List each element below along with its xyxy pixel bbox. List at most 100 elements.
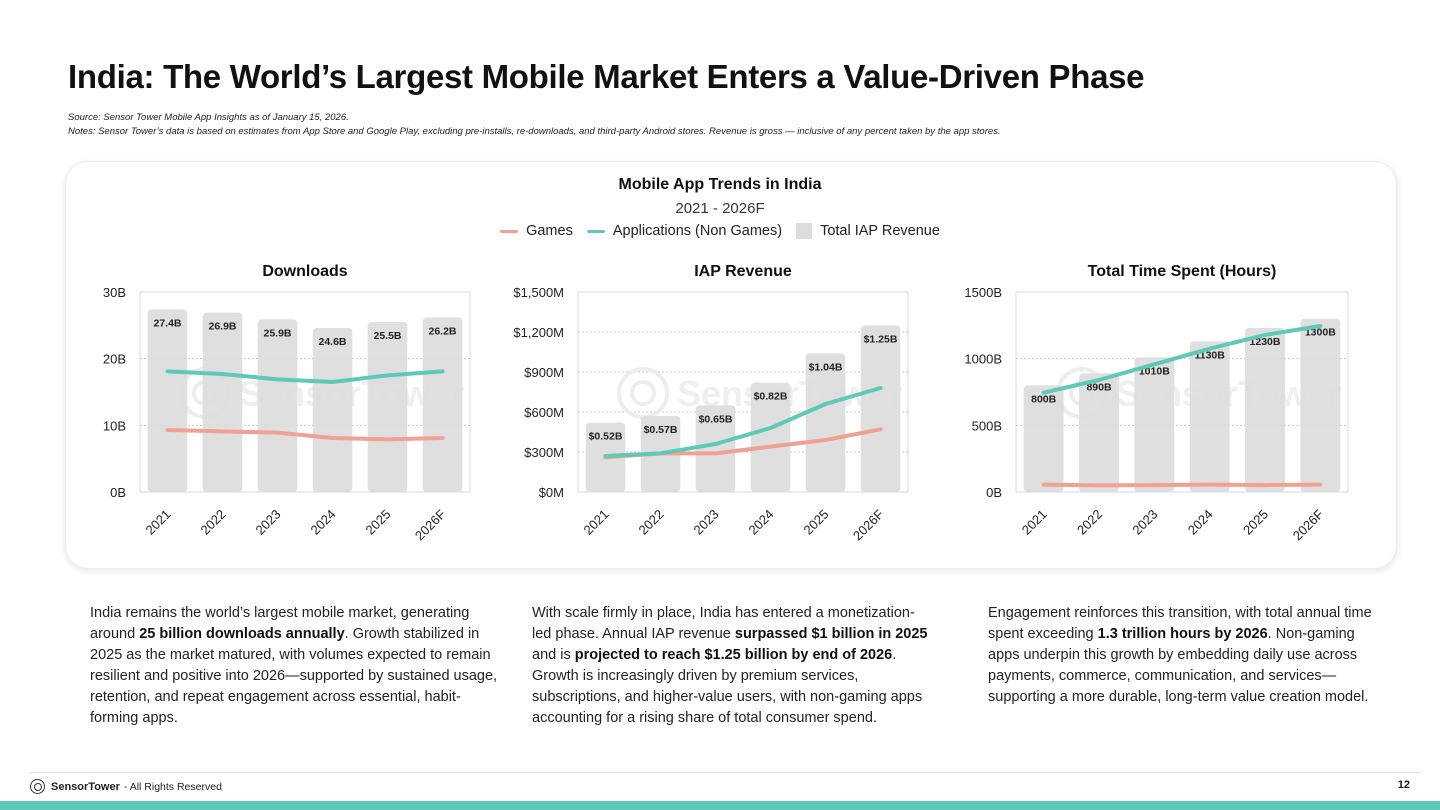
bar-value-label: $0.57B (644, 424, 678, 436)
emphasis-text: projected to reach $1.25 billion by end … (574, 647, 893, 663)
x-tick-label: 2026F (850, 506, 887, 543)
x-tick-label: 2022 (1074, 507, 1105, 538)
x-tick-label: 2021 (143, 507, 174, 538)
applications-series-line (165, 369, 445, 384)
x-tick-label: 2023 (691, 507, 722, 538)
legend-label-games: Games (526, 223, 573, 239)
footer: SensorTower - All Rights Reserved (30, 779, 222, 794)
legend-item-total: Total IAP Revenue (796, 223, 940, 239)
bar-value-label: $0.82B (754, 391, 788, 403)
bar-value-label: 26.9B (208, 321, 236, 333)
bar (1245, 328, 1285, 492)
x-tick-label: 2021 (1019, 507, 1050, 538)
y-tick-label: 10B (103, 418, 126, 433)
source-note: Source: Sensor Tower Mobile App Insights… (68, 112, 349, 123)
y-tick-label: $900M (524, 365, 564, 380)
body-text: and is (532, 647, 575, 663)
bar (1023, 385, 1064, 492)
x-tick-label: 2022 (636, 507, 667, 538)
games-series-line (165, 428, 445, 442)
bar-value-label: 25.5B (373, 330, 401, 342)
bar (750, 382, 791, 492)
bar (422, 317, 463, 492)
figure-subtitle: 2021 - 2026F (675, 200, 765, 217)
y-tick-label: 1500B (964, 285, 1002, 300)
bar-value-label: 800B (1031, 393, 1057, 405)
panel-title: Downloads (262, 263, 347, 280)
y-tick-label: 1000B (964, 352, 1002, 367)
footer-divider (30, 772, 1420, 773)
bar-value-label: 26.2B (428, 325, 456, 337)
y-tick-label: 30B (103, 285, 126, 300)
legend-label-total: Total IAP Revenue (820, 223, 940, 239)
methodology-note: Notes: Sensor Tower’s data is based on e… (68, 126, 1001, 137)
bar (257, 319, 298, 492)
paragraph-time-spent: Engagement reinforces this transition, w… (988, 603, 1388, 708)
games-series-line (1041, 482, 1323, 488)
emphasis-text: surpassed $1 billion in 2025 (734, 626, 928, 642)
y-tick-label: 500B (972, 418, 1002, 433)
bar-value-label: 1230B (1250, 336, 1281, 348)
body-text: . Growth is increasingly driven by premi… (532, 647, 923, 726)
y-tick-label: 20B (103, 352, 126, 367)
body-text: With scale firmly in place, India has en… (532, 605, 915, 642)
panel-title: IAP Revenue (694, 263, 792, 280)
y-tick-label: 0B (110, 485, 126, 500)
bar-value-label: 1300B (1305, 327, 1336, 339)
y-tick-label: $1,500M (513, 285, 564, 300)
legend-label-applications: Applications (Non Games) (612, 223, 783, 239)
emphasis-text: 25 billion downloads annually (139, 626, 345, 642)
page-title: India: The World’s Largest Mobile Market… (68, 58, 1145, 95)
x-tick-label: 2024 (746, 507, 777, 538)
bottom-accent-bar (0, 801, 1440, 810)
paragraph-revenue: With scale firmly in place, India has en… (532, 603, 932, 729)
x-tick-label: 2025 (801, 507, 832, 538)
bar-value-label: 24.6B (318, 336, 346, 348)
x-tick-label: 2023 (253, 507, 284, 538)
y-tick-label: $600M (524, 405, 564, 420)
body-text: . Growth stabilized in 2025 as the marke… (90, 626, 498, 726)
legend-line-applications (586, 229, 605, 233)
bar (695, 405, 736, 492)
watermark-logo-icon (630, 380, 656, 406)
legend-swatch-total (796, 223, 813, 239)
x-tick-label: 2026F (1290, 506, 1327, 543)
y-tick-label: $1,200M (513, 325, 564, 340)
emphasis-text: 1.3 trillion hours by 2026 (1097, 626, 1268, 642)
legend-line-games (500, 229, 519, 233)
bar-value-label: $1.04B (809, 361, 843, 373)
bar (1134, 357, 1175, 492)
bar-value-label: $0.52B (589, 431, 623, 443)
bar (147, 309, 188, 492)
body-text: India remains the world’s largest mobile… (90, 605, 470, 642)
plot-frame (577, 291, 909, 493)
applications-series-line (603, 386, 883, 458)
y-tick-label: $0M (539, 485, 564, 500)
y-tick-label: $300M (524, 445, 564, 460)
legend-item-applications: Applications (Non Games) (586, 223, 783, 239)
bar (312, 328, 353, 492)
sensor-tower-logo-icon (30, 779, 45, 794)
x-tick-label: 2021 (581, 507, 612, 538)
y-tick-label: 0B (986, 485, 1002, 500)
body-text: Engagement reinforces this transition, w… (988, 605, 1372, 642)
bar (1079, 373, 1119, 492)
x-tick-label: 2022 (198, 507, 229, 538)
x-tick-label: 2026F (412, 506, 449, 543)
bar (202, 312, 243, 492)
bar-value-label: 25.9B (263, 327, 291, 339)
plot-frame (1015, 291, 1349, 493)
bar-value-label: $1.25B (864, 333, 898, 345)
legend-item-games: Games (500, 223, 573, 239)
bar (805, 353, 846, 492)
x-tick-label: 2024 (308, 507, 339, 538)
footer-rights: - All Rights Reserved (123, 780, 222, 793)
bar (367, 322, 408, 492)
bar (1300, 318, 1341, 492)
panel-title: Total Time Spent (Hours) (1088, 263, 1277, 280)
figure-title: Mobile App Trends in India (618, 176, 822, 193)
x-tick-label: 2025 (1240, 507, 1271, 538)
page-number: 12 (1397, 779, 1410, 791)
applications-series-line (1041, 324, 1323, 395)
